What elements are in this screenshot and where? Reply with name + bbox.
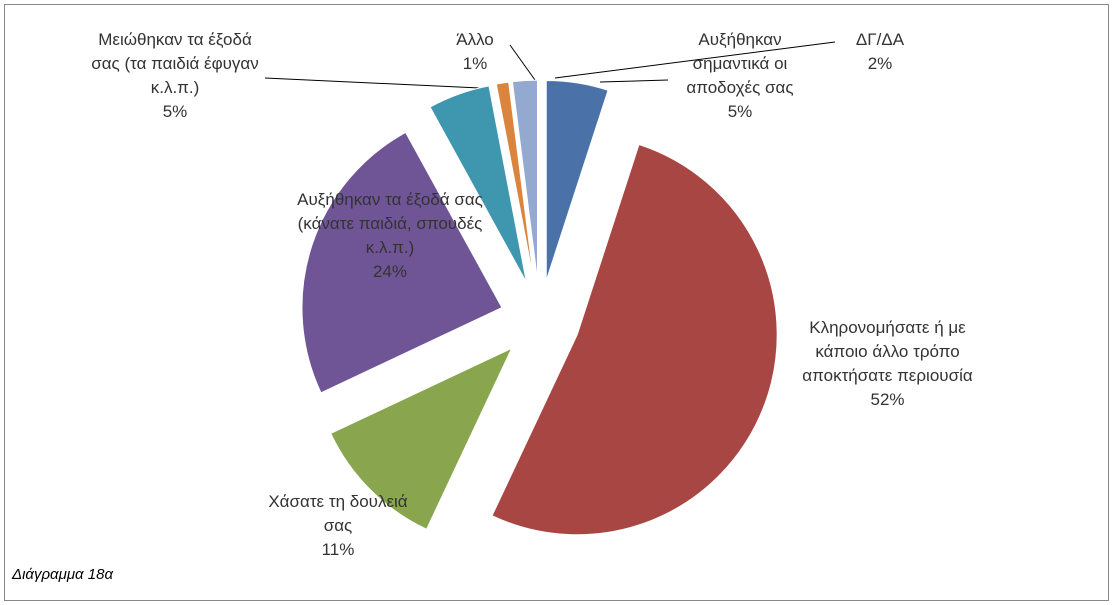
label-text: Κληρονομήσατε ή με κάποιο άλλο τρόπο απο… bbox=[802, 318, 973, 385]
label-value: 5% bbox=[727, 102, 753, 121]
frame bbox=[4, 4, 1109, 601]
leader-lines bbox=[264, 41, 836, 89]
pie-slice bbox=[545, 79, 609, 281]
slice-label: Αυξήθηκαν σημαντικά οι αποδοχές σας 5% bbox=[665, 28, 815, 124]
label-text: Χάσατε τη δουλειά σας bbox=[268, 492, 408, 535]
label-value: 11% bbox=[321, 540, 355, 559]
label-value: 1% bbox=[462, 54, 488, 73]
pie-slice bbox=[330, 347, 513, 530]
caption: Διάγραμμα 18α bbox=[12, 566, 113, 583]
pie-slice bbox=[511, 79, 538, 281]
pie-slice bbox=[491, 143, 778, 536]
slice-label: Άλλο 1% bbox=[435, 28, 515, 76]
pie-slice bbox=[301, 131, 503, 394]
slice-label: Αυξήθηκαν τα έξοδά σας (κάνατε παιδιά, σ… bbox=[290, 188, 490, 284]
slice-label: ΔΓ/ΔΑ 2% bbox=[830, 28, 930, 76]
slice-label: Μειώθηκαν τα έξοδά σας (τα παιδιά έφυγαν… bbox=[85, 28, 265, 124]
leader-line bbox=[599, 79, 669, 83]
label-text: Άλλο bbox=[456, 30, 494, 49]
label-text: Αυξήθηκαν τα έξοδά σας (κάνατε παιδιά, σ… bbox=[297, 190, 483, 257]
leader-line bbox=[554, 41, 836, 79]
label-text: ΔΓ/ΔΑ bbox=[855, 30, 905, 49]
slice-label: Χάσατε τη δουλειά σας 11% bbox=[258, 490, 418, 562]
slice-label: Κληρονομήσατε ή με κάποιο άλλο τρόπο απο… bbox=[785, 316, 990, 412]
label-text: Μειώθηκαν τα έξοδά σας (τα παιδιά έφυγαν… bbox=[91, 30, 259, 97]
leader-line bbox=[509, 44, 536, 81]
leader-line bbox=[264, 77, 481, 89]
label-value: 24% bbox=[372, 262, 408, 281]
label-value: 2% bbox=[867, 54, 893, 73]
label-value: 5% bbox=[162, 102, 188, 121]
label-text: Αυξήθηκαν σημαντικά οι αποδοχές σας bbox=[686, 30, 794, 97]
pie-slice bbox=[495, 81, 535, 281]
label-value: 52% bbox=[870, 390, 905, 409]
pie-slice bbox=[429, 85, 527, 283]
